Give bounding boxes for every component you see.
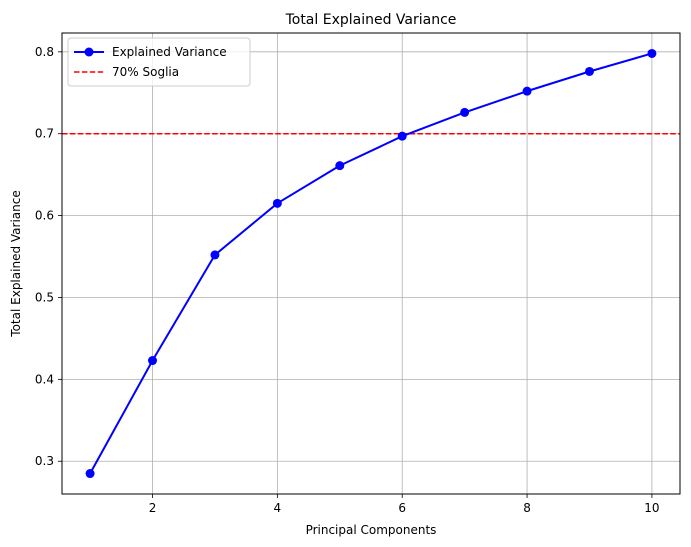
legend-threshold-label: 70% Soglia (112, 65, 179, 79)
legend: Explained Variance 70% Soglia (67, 37, 251, 87)
data-point (335, 161, 345, 171)
x-tick-label: 4 (274, 501, 282, 515)
data-point (148, 356, 158, 366)
legend-series-marker (84, 47, 94, 57)
data-point (460, 107, 470, 117)
data-point (210, 250, 220, 260)
x-axis-label: Principal Components (306, 523, 437, 537)
y-tick-label: 0.8 (35, 45, 54, 59)
data-point (522, 86, 532, 96)
data-point (85, 469, 95, 479)
x-tick-label: 8 (523, 501, 531, 515)
data-point (647, 48, 657, 58)
y-tick-label: 0.5 (35, 290, 54, 304)
legend-series-label: Explained Variance (112, 45, 227, 59)
legend-box (67, 37, 251, 87)
chart-title: Total Explained Variance (285, 12, 457, 28)
x-tick-label: 10 (644, 501, 659, 515)
y-axis-label: Total Explained Variance (9, 190, 23, 337)
ticks: 2 4 6 8 10 0.3 0.4 0.5 0.6 0.7 0.8 (35, 45, 660, 515)
series-line (89, 52, 653, 475)
data-point (272, 198, 282, 208)
y-tick-label: 0.7 (35, 127, 54, 141)
data-point (397, 131, 407, 141)
series-layer (85, 48, 657, 479)
x-tick-label: 6 (398, 501, 406, 515)
data-point (584, 66, 594, 76)
y-tick-label: 0.4 (35, 372, 54, 386)
y-tick-label: 0.6 (35, 209, 54, 223)
y-tick-label: 0.3 (35, 454, 54, 468)
x-tick-label: 2 (149, 501, 157, 515)
plot-frame (61, 32, 681, 495)
